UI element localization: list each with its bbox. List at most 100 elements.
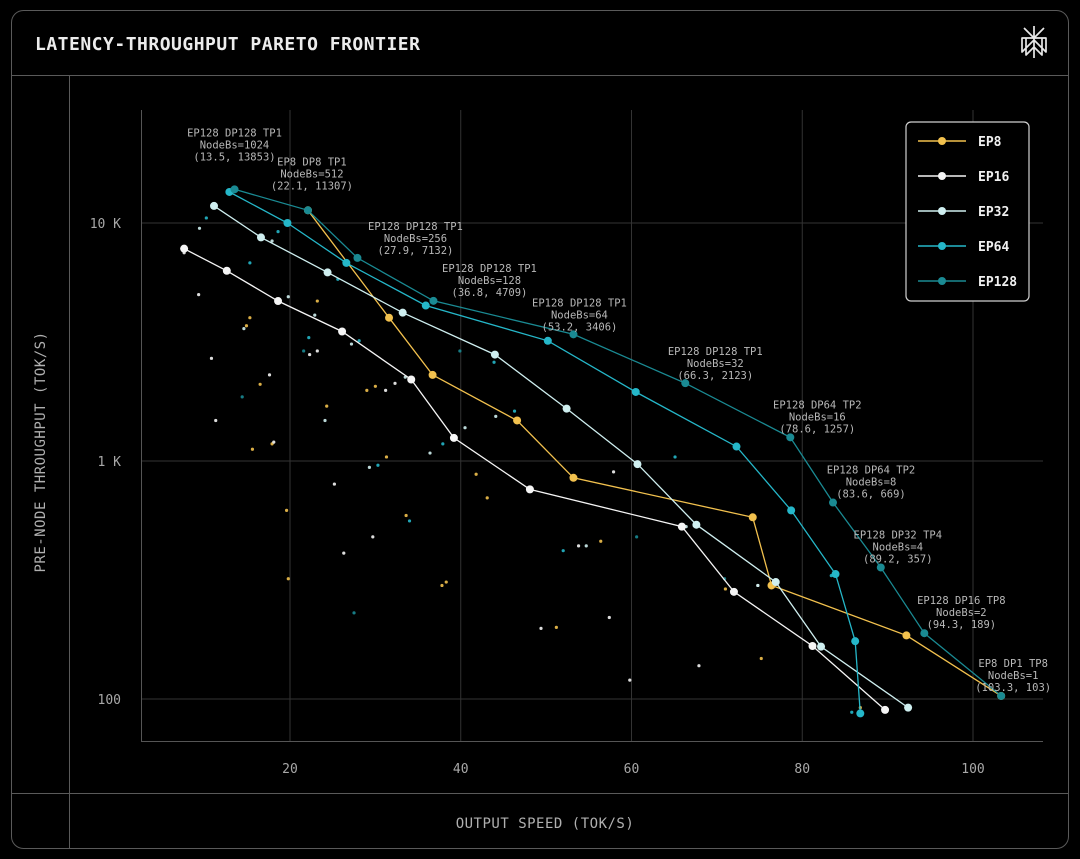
background-point xyxy=(850,710,854,714)
background-point xyxy=(349,342,354,346)
series-point-ep8 xyxy=(569,473,578,482)
legend: EP8 EP16 EP32 EP64 EP128 xyxy=(905,121,1030,302)
legend-label-ep8: EP8 xyxy=(978,135,1002,150)
series-point-ep64 xyxy=(787,506,796,515)
series-point-ep8 xyxy=(902,631,911,640)
series-point-ep16 xyxy=(525,485,534,494)
legend-label-ep128: EP128 xyxy=(978,275,1017,290)
annotation-line: NodeBs=256 xyxy=(384,233,447,245)
annotation-line: EP8 DP1 TP8 xyxy=(978,658,1048,670)
series-point-ep16 xyxy=(729,587,738,596)
background-point xyxy=(756,583,760,588)
perplexity-logo-icon xyxy=(1021,26,1047,58)
annotation-line: EP128 DP128 TP1 xyxy=(187,127,282,139)
background-point xyxy=(441,442,445,446)
series-point-ep64 xyxy=(732,442,741,451)
legend-swatch-marker-ep32 xyxy=(938,207,946,215)
background-point xyxy=(759,656,763,661)
series-point-ep128 xyxy=(876,563,885,572)
series-point-ep8 xyxy=(385,313,394,322)
series-point-ep32 xyxy=(562,404,571,413)
legend-box xyxy=(905,121,1030,302)
series-point-ep128 xyxy=(997,691,1006,700)
annotation-line: NodeBs=512 xyxy=(280,168,343,180)
annotation-line: NodeBs=128 xyxy=(458,275,521,287)
series-layer xyxy=(180,185,1006,718)
x-tick-label: 40 xyxy=(453,762,469,777)
background-point xyxy=(371,535,375,539)
background-point xyxy=(407,519,412,523)
background-point xyxy=(197,293,201,297)
annotation-line: NodeBs=32 xyxy=(687,358,744,370)
background-point xyxy=(214,418,218,423)
background-point xyxy=(628,678,632,682)
series-point-ep128 xyxy=(681,379,690,388)
background-point xyxy=(404,513,408,518)
background-point xyxy=(584,544,588,548)
series-point-ep64 xyxy=(283,219,292,227)
annotation-line: (89.2, 357) xyxy=(863,553,933,565)
background-point xyxy=(673,455,677,459)
legend-label-ep16: EP16 xyxy=(978,170,1009,185)
series-point-ep128 xyxy=(569,330,578,339)
annotation-line: EP128 DP64 TP2 xyxy=(773,399,862,411)
series-point-ep8 xyxy=(748,513,757,522)
background-point xyxy=(258,382,262,386)
background-point xyxy=(209,356,214,360)
background-point xyxy=(635,535,639,539)
outer-panel xyxy=(11,10,1069,849)
background-point xyxy=(576,544,581,548)
background-point xyxy=(444,580,448,584)
background-point xyxy=(357,339,361,343)
series-point-ep64 xyxy=(856,709,865,718)
y-tick-label: 1 K xyxy=(98,455,122,470)
background-point xyxy=(332,482,336,486)
annotation-line: EP8 DP8 TP1 xyxy=(277,156,347,168)
background-point xyxy=(485,496,489,500)
background-point xyxy=(267,373,272,377)
series-point-ep128 xyxy=(303,206,312,215)
series-point-ep32 xyxy=(210,201,219,210)
series-point-ep32 xyxy=(817,642,826,651)
series-point-ep32 xyxy=(633,460,642,469)
background-point xyxy=(440,583,444,588)
background-point xyxy=(270,239,274,243)
series-point-ep16 xyxy=(677,522,686,531)
chart-title: LATENCY-THROUGHPUT PARETO FRONTIER xyxy=(35,34,420,55)
background-point xyxy=(539,626,543,630)
background-point xyxy=(323,418,327,423)
background-point xyxy=(248,261,252,265)
annotation-line: EP128 DP32 TP4 xyxy=(854,529,943,541)
annotation-line: (94.3, 189) xyxy=(927,619,997,631)
background-point xyxy=(342,551,346,555)
background-point xyxy=(325,404,329,408)
annotation-line: EP128 DP16 TP8 xyxy=(917,595,1006,607)
background-point xyxy=(284,508,289,513)
background-point xyxy=(365,388,369,392)
background-point xyxy=(492,360,496,364)
annotation-line: NodeBs=1024 xyxy=(200,139,270,151)
annotation-line: (103.3, 103) xyxy=(975,682,1051,694)
series-point-ep32 xyxy=(398,308,407,317)
background-point xyxy=(723,587,728,591)
annotation-line: NodeBs=1 xyxy=(988,670,1039,682)
legend-label-ep32: EP32 xyxy=(978,205,1009,220)
annotation-line: (83.6, 669) xyxy=(836,489,906,501)
x-tick-label: 20 xyxy=(282,762,298,777)
background-point xyxy=(458,349,462,353)
annotation-line: NodeBs=64 xyxy=(551,309,608,321)
background-point xyxy=(240,395,244,399)
y-tick-label: 100 xyxy=(98,693,121,708)
series-point-ep64 xyxy=(342,258,351,267)
background-point xyxy=(242,327,246,331)
background-point xyxy=(307,335,311,340)
series-point-ep128 xyxy=(920,629,929,638)
